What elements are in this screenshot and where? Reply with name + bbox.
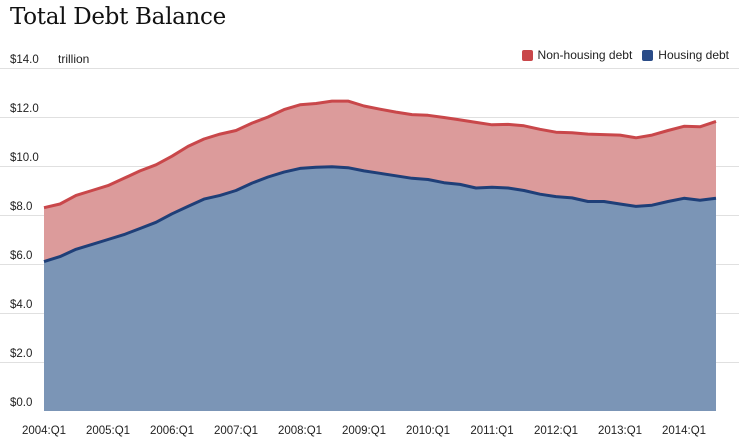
x-tick-label: 2007:Q1 <box>214 425 258 437</box>
housing-area <box>44 166 716 411</box>
y-tick-label: $4.0 <box>10 299 32 311</box>
nonhousing-line <box>43 99 717 210</box>
housing-line <box>43 165 717 264</box>
legend-item-housing[interactable]: Housing debt <box>642 48 729 62</box>
x-tick-label: 2004:Q1 <box>22 425 66 437</box>
legend-swatch-nonhousing <box>521 49 533 61</box>
legend-label-housing: Housing debt <box>658 48 729 62</box>
nonhousing-area <box>44 101 716 262</box>
x-tick-label: 2010:Q1 <box>406 425 450 437</box>
x-tick-label: 2011:Q1 <box>470 425 513 437</box>
x-tick-label: 2013:Q1 <box>598 425 642 437</box>
chart-legend: Non-housing debt Housing debt <box>512 48 729 62</box>
y-tick-label: $6.0 <box>10 250 32 262</box>
x-tick-label: 2006:Q1 <box>150 425 194 437</box>
x-tick-label: 2005:Q1 <box>86 425 130 437</box>
y-tick-label: $12.0 <box>10 103 39 115</box>
x-tick-label: 2008:Q1 <box>278 425 322 437</box>
x-tick-label: 2009:Q1 <box>342 425 386 437</box>
x-tick-label: 2012:Q1 <box>534 425 578 437</box>
y-tick-label: $2.0 <box>10 348 32 360</box>
chart-title: Total Debt Balance <box>10 4 226 30</box>
y-tick-label: $0.0 <box>10 397 32 409</box>
y-tick-label: $14.0 <box>10 54 39 66</box>
legend-label-nonhousing: Non-housing debt <box>537 48 633 62</box>
legend-item-nonhousing[interactable]: Non-housing debt <box>521 48 633 62</box>
y-tick-label: $10.0 <box>10 152 39 164</box>
unit-label: trillion <box>58 52 90 66</box>
y-tick-label: $8.0 <box>10 201 32 213</box>
x-tick-label: 2014:Q1 <box>662 425 706 437</box>
legend-swatch-housing <box>642 49 654 61</box>
